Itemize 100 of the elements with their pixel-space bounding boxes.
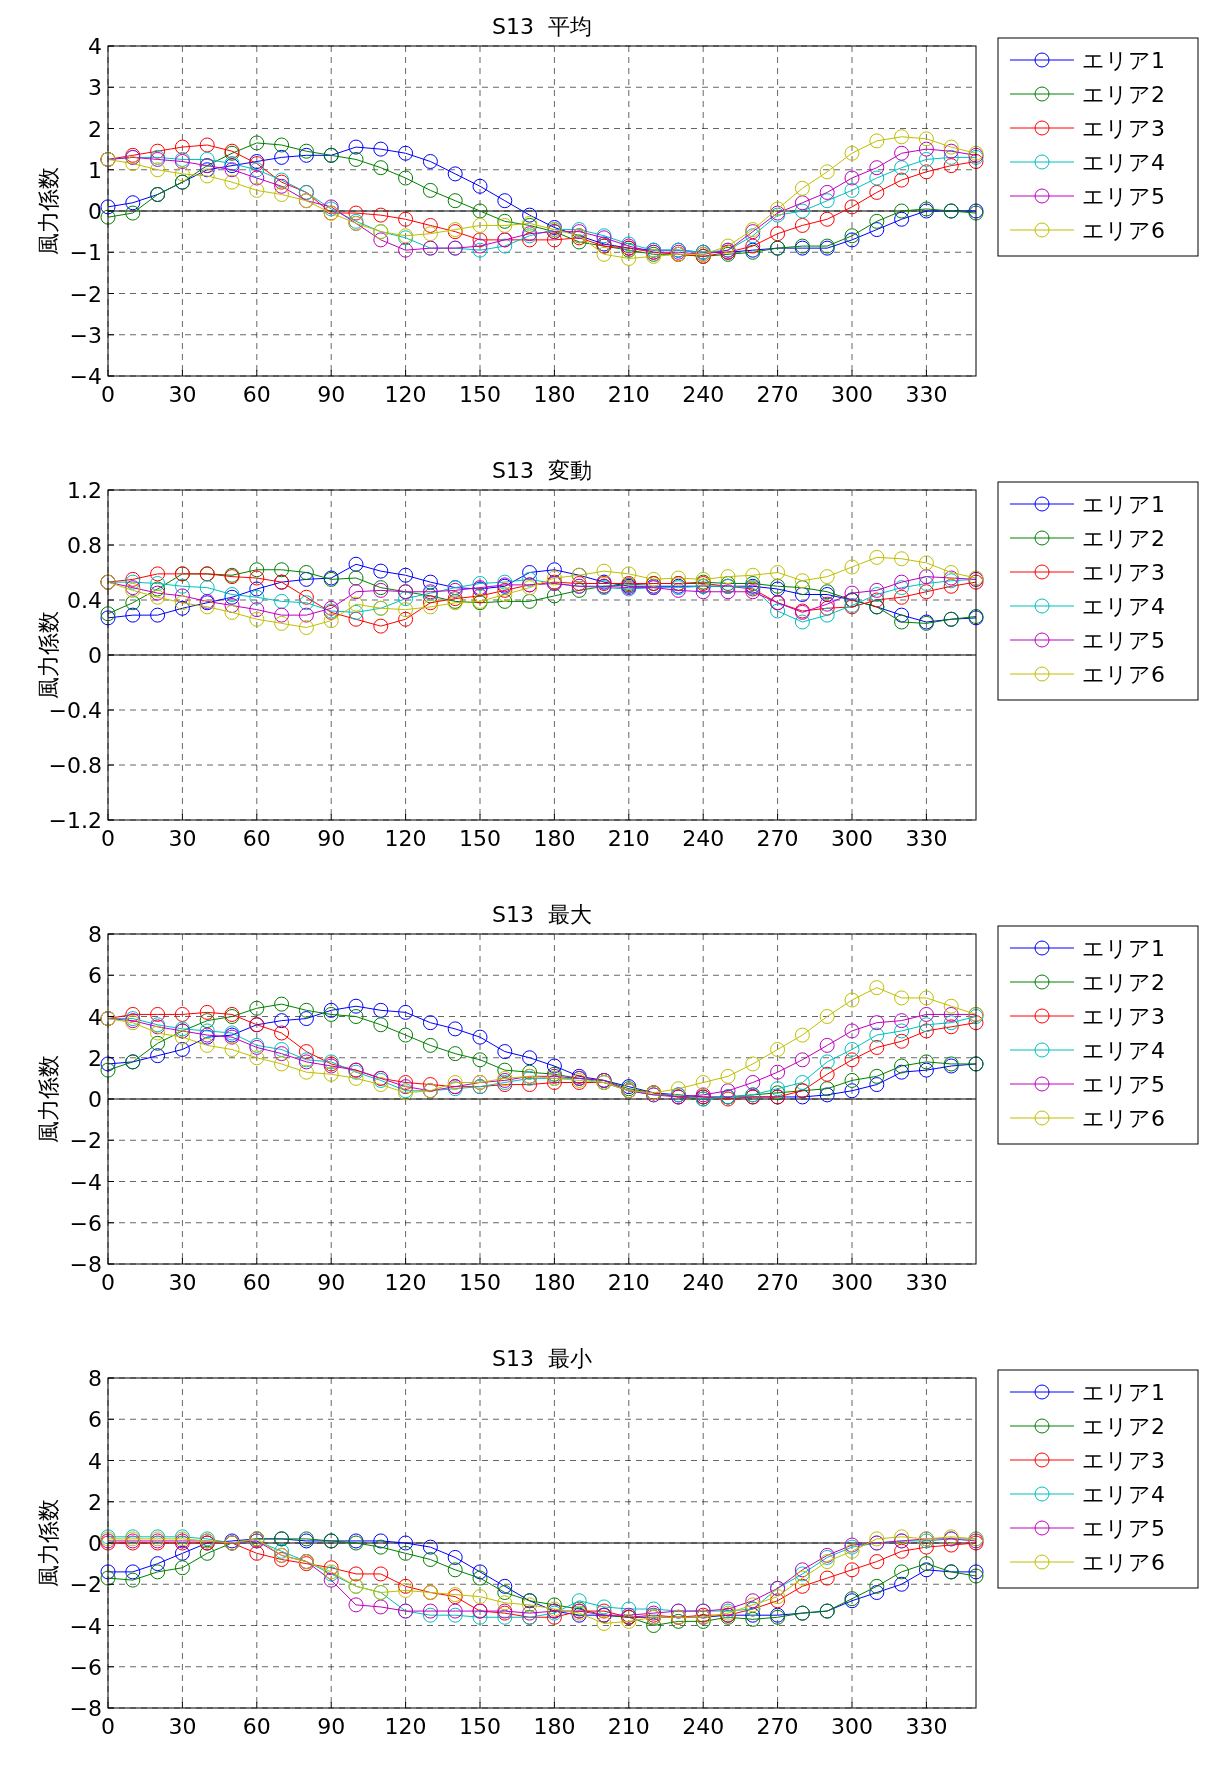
legend-label: エリア1 (1082, 1380, 1165, 1405)
legend-label: エリア6 (1082, 1550, 1165, 1575)
x-tick-label: 60 (242, 1714, 271, 1739)
y-tick-label: 1 (88, 157, 102, 183)
y-tick-label: 0 (88, 1531, 102, 1556)
y-tick-label: 2 (88, 116, 102, 142)
x-tick-label: 240 (682, 826, 725, 851)
y-tick-label: 0 (88, 199, 102, 224)
x-tick-label: 120 (384, 826, 427, 851)
y-tick-label: −1 (69, 240, 102, 266)
y-tick-label: −1.2 (48, 808, 102, 833)
y-axis-title: 風力係数 (36, 167, 61, 255)
x-tick-label: 90 (317, 826, 346, 851)
y-tick-label: −6 (69, 1210, 102, 1236)
legend-label: エリア5 (1082, 1072, 1165, 1097)
legend-label: エリア2 (1082, 82, 1165, 107)
x-tick-label: 210 (607, 826, 650, 851)
x-tick-label: 60 (242, 1270, 271, 1295)
y-tick-label: 0 (88, 643, 102, 668)
y-tick-label: −0.4 (48, 698, 102, 723)
y-tick-label: 2 (88, 1045, 102, 1071)
x-tick-label: 30 (168, 1714, 197, 1739)
y-tick-label: 6 (88, 963, 102, 989)
legend-label: エリア5 (1082, 1516, 1165, 1541)
y-tick-label: −2 (69, 1128, 102, 1154)
x-tick-label: 180 (533, 1270, 576, 1295)
x-tick-label: 240 (682, 382, 725, 407)
legend-label: エリア4 (1082, 1038, 1165, 1063)
legend-label: エリア5 (1082, 184, 1165, 209)
y-tick-label: 0.4 (67, 588, 102, 613)
x-tick-label: 300 (831, 826, 873, 851)
x-tick-label: 330 (905, 382, 948, 407)
y-axis-title: 風力係数 (36, 1499, 61, 1587)
y-tick-label: 3 (88, 75, 102, 101)
y-tick-label: −8 (69, 1252, 102, 1277)
legend-label: エリア5 (1082, 628, 1165, 653)
x-tick-label: 330 (905, 1714, 948, 1739)
y-tick-label: 0 (88, 1087, 102, 1112)
y-tick-label: 0.8 (67, 533, 102, 558)
legend-label: エリア6 (1082, 1106, 1165, 1131)
x-tick-label: 330 (905, 826, 948, 851)
legend-label: エリア4 (1082, 594, 1165, 619)
x-tick-label: 30 (168, 382, 197, 407)
x-tick-label: 180 (533, 1714, 576, 1739)
x-tick-label: 240 (682, 1714, 725, 1739)
x-tick-label: 150 (459, 1270, 501, 1295)
y-tick-label: 6 (88, 1407, 102, 1433)
y-tick-label: −2 (69, 1572, 102, 1598)
x-tick-label: 30 (168, 1270, 197, 1295)
legend-label: エリア3 (1082, 560, 1165, 585)
chart-title: S13 平均 (492, 14, 592, 39)
legend-label: エリア4 (1082, 150, 1165, 175)
y-tick-label: 4 (88, 1004, 102, 1030)
legend-label: エリア3 (1082, 1448, 1165, 1473)
x-tick-label: 90 (317, 382, 346, 407)
x-tick-label: 300 (831, 1270, 873, 1295)
y-tick-label: 8 (88, 1366, 102, 1391)
legend-label: エリア2 (1082, 970, 1165, 995)
x-tick-label: 270 (756, 1270, 799, 1295)
x-tick-label: 120 (384, 1270, 427, 1295)
legend-label: エリア1 (1082, 492, 1165, 517)
y-tick-label: 4 (88, 1448, 102, 1474)
chart-title: S13 最小 (492, 1346, 592, 1371)
y-tick-label: 8 (88, 922, 102, 947)
x-tick-label: 180 (533, 826, 576, 851)
x-tick-label: 300 (831, 382, 873, 407)
legend-label: エリア2 (1082, 1414, 1165, 1439)
x-tick-label: 30 (168, 826, 197, 851)
y-tick-label: 2 (88, 1489, 102, 1515)
x-tick-label: 330 (905, 1270, 948, 1295)
x-tick-label: 150 (459, 382, 501, 407)
x-tick-label: 90 (317, 1270, 346, 1295)
x-tick-label: 210 (607, 1270, 650, 1295)
y-tick-label: −2 (69, 281, 102, 307)
y-axis-title: 風力係数 (36, 611, 61, 699)
x-tick-label: 150 (459, 826, 501, 851)
x-tick-label: 210 (607, 382, 650, 407)
legend-label: エリア4 (1082, 1482, 1165, 1507)
y-tick-label: −4 (69, 1169, 102, 1195)
x-tick-label: 120 (384, 1714, 427, 1739)
y-tick-label: 1.2 (67, 478, 102, 503)
x-tick-label: 210 (607, 1714, 650, 1739)
legend-label: エリア1 (1082, 48, 1165, 73)
x-tick-label: 270 (756, 382, 799, 407)
legend-label: エリア6 (1082, 662, 1165, 687)
legend-label: エリア3 (1082, 1004, 1165, 1029)
x-tick-label: 270 (756, 826, 799, 851)
y-tick-label: −6 (69, 1654, 102, 1680)
x-tick-label: 90 (317, 1714, 346, 1739)
x-tick-label: 150 (459, 1714, 501, 1739)
y-tick-label: −8 (69, 1696, 102, 1721)
legend-label: エリア1 (1082, 936, 1165, 961)
x-tick-label: 300 (831, 1714, 873, 1739)
y-tick-label: −4 (69, 1613, 102, 1639)
legend-label: エリア3 (1082, 116, 1165, 141)
x-tick-label: 240 (682, 1270, 725, 1295)
y-tick-label: −3 (69, 322, 102, 348)
y-tick-label: −0.8 (48, 753, 102, 778)
chart-title: S13 変動 (492, 458, 592, 483)
x-tick-label: 60 (242, 826, 271, 851)
